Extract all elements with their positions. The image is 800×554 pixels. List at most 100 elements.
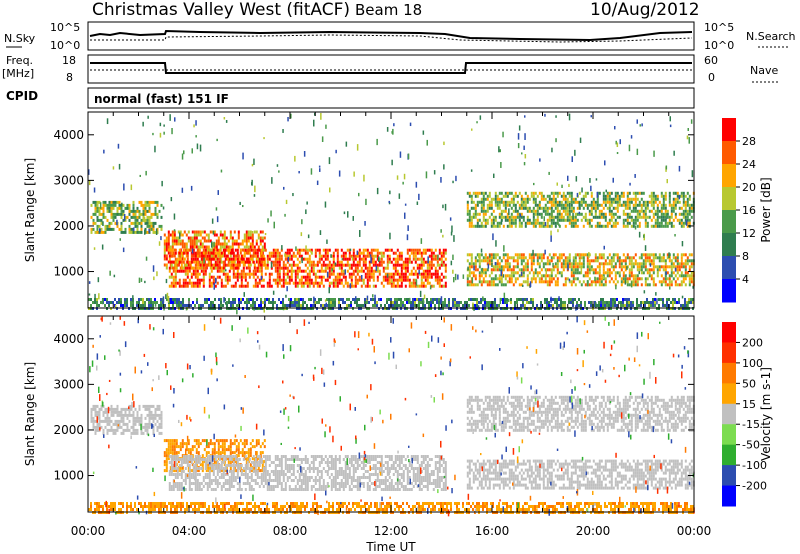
data-cell — [482, 203, 485, 207]
data-cell — [522, 256, 525, 260]
data-cell — [202, 284, 205, 288]
data-cell — [389, 190, 391, 195]
data-cell — [390, 281, 393, 285]
data-cell — [325, 302, 327, 307]
data-cell — [274, 301, 276, 304]
data-cell — [376, 266, 379, 270]
data-cell — [686, 218, 689, 222]
data-cell — [508, 224, 511, 228]
data-cell — [598, 221, 601, 225]
data-cell — [207, 239, 210, 243]
data-cell — [612, 206, 615, 210]
data-cell — [212, 301, 214, 304]
data-cell — [272, 301, 274, 304]
data-cell — [610, 304, 612, 307]
data-cell — [640, 277, 643, 281]
data-cell — [564, 259, 567, 263]
data-cell — [206, 254, 209, 258]
data-cell — [676, 301, 678, 304]
data-cell — [255, 230, 258, 234]
data-cell — [300, 284, 303, 288]
data-cell — [662, 298, 664, 301]
data-cell — [574, 268, 577, 272]
data-cell — [560, 274, 563, 278]
data-cell — [514, 215, 517, 219]
data-cell — [239, 251, 242, 255]
data-cell — [608, 191, 611, 195]
data-cell — [208, 257, 211, 261]
data-cell — [232, 298, 234, 301]
data-cell — [328, 248, 331, 252]
data-cell — [400, 272, 403, 276]
data-cell — [366, 266, 369, 270]
data-cell — [440, 263, 443, 267]
data-cell — [292, 254, 295, 258]
data-cell — [110, 301, 112, 304]
data-cell — [540, 191, 543, 195]
data-cell — [690, 203, 693, 207]
data-cell — [360, 284, 363, 288]
data-cell — [247, 233, 250, 237]
data-cell — [506, 265, 509, 269]
data-cell — [642, 271, 645, 275]
data-cell — [152, 132, 154, 136]
data-cell — [270, 251, 273, 255]
data-cell — [416, 257, 419, 261]
data-cell — [319, 168, 321, 172]
data-cell — [300, 278, 303, 282]
data-cell — [204, 298, 206, 301]
nsky-trace — [89, 29, 693, 42]
data-cell — [234, 298, 236, 301]
data-cell — [422, 275, 425, 279]
data-cell — [154, 413, 157, 417]
data-cell — [222, 260, 225, 264]
data-cell — [624, 200, 627, 204]
data-cell — [520, 203, 523, 207]
data-cell — [570, 197, 573, 201]
data-cell — [130, 227, 133, 231]
data-cell — [536, 271, 539, 275]
data-cell — [338, 170, 341, 177]
data-cell — [242, 284, 245, 288]
data-cell — [409, 297, 411, 303]
data-cell — [562, 191, 565, 195]
data-cell — [670, 301, 672, 304]
data-cell — [198, 248, 201, 252]
data-cell — [584, 271, 587, 275]
data-cell — [226, 257, 229, 261]
data-cell — [375, 265, 378, 271]
data-cell — [354, 301, 356, 304]
data-cell — [540, 274, 543, 278]
data-cell — [687, 301, 689, 308]
data-cell — [190, 304, 192, 307]
data-cell — [680, 191, 683, 195]
data-cell — [638, 231, 641, 238]
data-cell — [132, 215, 135, 219]
data-cell — [526, 283, 529, 287]
data-cell — [249, 242, 252, 246]
data-cell — [664, 268, 667, 272]
data-cell — [285, 294, 287, 298]
data-cell — [626, 215, 629, 219]
data-cell — [234, 284, 237, 288]
data-cell — [171, 242, 174, 246]
data-cell — [494, 298, 496, 301]
data-cell — [100, 230, 103, 234]
data-cell — [586, 253, 589, 257]
data-cell — [97, 277, 100, 283]
data-cell — [262, 254, 265, 258]
data-cell — [636, 298, 638, 301]
data-cell — [102, 431, 105, 435]
data-cell — [167, 245, 170, 249]
data-cell — [598, 256, 601, 260]
data-cell — [394, 272, 397, 276]
data-cell — [518, 268, 521, 272]
data-cell — [240, 281, 243, 285]
data-cell — [204, 301, 206, 304]
data-cell — [568, 298, 570, 301]
data-cell — [94, 425, 97, 429]
data-cell — [624, 259, 627, 263]
data-cell — [674, 203, 677, 207]
data-cell — [362, 278, 365, 282]
